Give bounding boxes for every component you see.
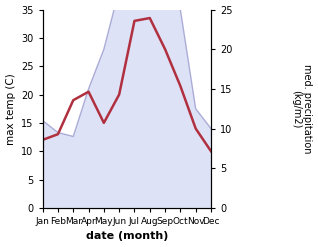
Y-axis label: max temp (C): max temp (C): [5, 73, 16, 144]
Y-axis label: med. precipitation
(kg/m2): med. precipitation (kg/m2): [291, 64, 313, 153]
X-axis label: date (month): date (month): [86, 231, 168, 242]
